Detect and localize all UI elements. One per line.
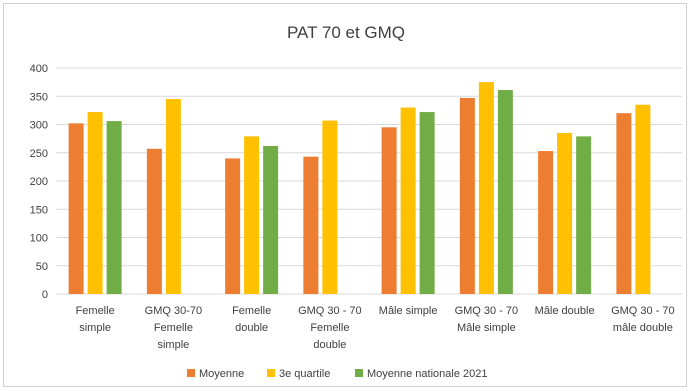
x-tick-label: Femelle simple <box>76 305 115 334</box>
bar-3e-quartile <box>322 120 338 294</box>
bar-moyenne <box>68 123 84 295</box>
chart-frame: PAT 70 et GMQ 0 50 100 150 200 250 300 350 400 F… <box>3 3 687 387</box>
legend-item: Moyenne nationale 2021 <box>355 368 487 380</box>
bar-3e-quartile <box>478 82 494 294</box>
x-tick-label: GMQ 30 - 70 Mâle simple <box>455 305 519 334</box>
legend-swatch <box>267 369 275 377</box>
legend: Moyenne 3e quartile Moyenne nationale 2021 <box>187 368 487 380</box>
bar-moyenne <box>538 151 554 294</box>
x-tick-label: Mâle double <box>535 305 595 317</box>
legend-item: Moyenne <box>187 368 244 380</box>
y-tick-label: 100 <box>30 233 48 245</box>
bar-moyenne <box>303 156 319 294</box>
legend-item: 3e quartile <box>267 368 330 380</box>
x-axis-labels: Femelle simple GMQ 30-70 Femelle simple Femel… <box>76 305 675 351</box>
x-tick-label: GMQ 30-70 Femelle simple <box>145 305 202 351</box>
x-tick-label: GMQ 30 - 70 Femelle double <box>298 305 362 351</box>
legend-label: 3e quartile <box>279 368 330 380</box>
y-axis-ticks: 0 50 100 150 200 250 300 350 400 <box>30 63 48 301</box>
bar-3e-quartile <box>635 104 651 294</box>
legend-swatch <box>187 369 195 377</box>
bar-moyenne <box>459 97 475 294</box>
x-tick-label: GMQ 30 - 70 mâle double <box>611 305 675 334</box>
chart-title: PAT 70 et GMQ <box>287 23 405 42</box>
bar-moyenne <box>381 127 397 294</box>
bar-moyenne-nationale <box>106 121 122 294</box>
y-tick-label: 350 <box>30 91 48 103</box>
y-tick-label: 400 <box>30 63 48 75</box>
legend-label: Moyenne nationale 2021 <box>367 368 487 380</box>
bar-moyenne-nationale <box>497 90 513 294</box>
bar-chart: PAT 70 et GMQ 0 50 100 150 200 250 300 350 400 F… <box>30 23 682 380</box>
bar-moyenne-nationale <box>263 145 279 294</box>
x-tick-label: Mâle simple <box>379 305 438 317</box>
bars <box>68 82 651 295</box>
bar-moyenne <box>616 113 632 294</box>
bar-moyenne-nationale <box>419 112 435 294</box>
bar-3e-quartile <box>87 112 103 294</box>
y-tick-label: 300 <box>30 120 48 132</box>
y-tick-label: 150 <box>30 204 48 216</box>
y-tick-label: 250 <box>30 148 48 160</box>
y-tick-label: 0 <box>42 289 48 301</box>
bar-3e-quartile <box>400 107 416 294</box>
legend-swatch <box>355 369 363 377</box>
y-tick-label: 200 <box>30 176 48 188</box>
x-tick-label: Femelle double <box>232 305 271 334</box>
y-tick-label: 50 <box>36 261 48 273</box>
bar-moyenne-nationale <box>576 136 592 294</box>
bar-moyenne <box>146 148 162 294</box>
bar-moyenne <box>225 158 241 294</box>
bar-3e-quartile <box>165 99 181 294</box>
bar-3e-quartile <box>244 136 260 294</box>
bar-3e-quartile <box>557 132 573 294</box>
legend-label: Moyenne <box>199 368 244 380</box>
